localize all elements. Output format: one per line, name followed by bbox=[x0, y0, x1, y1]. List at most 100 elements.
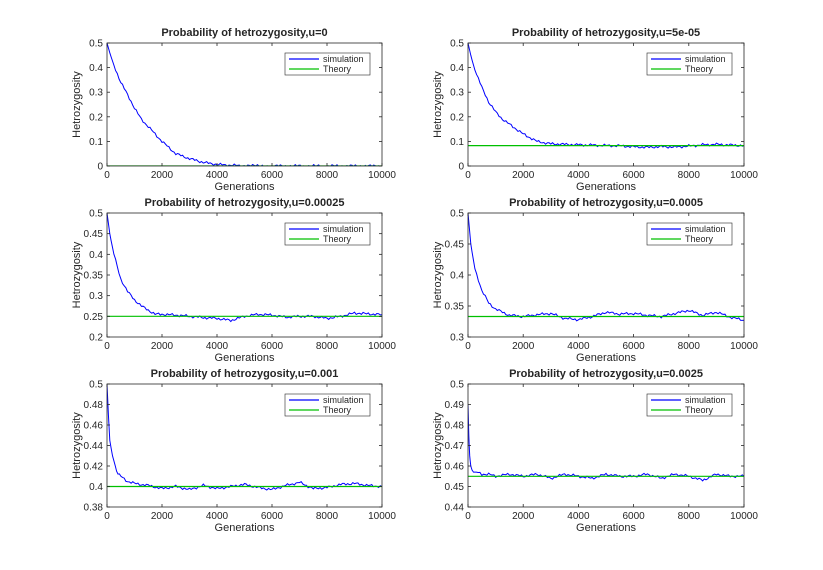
chart-title: Probability of hetrozygosity,u=0 bbox=[161, 27, 327, 39]
x-axis-label: Generations bbox=[576, 181, 636, 193]
series-group bbox=[107, 43, 382, 166]
series-line-simulation bbox=[468, 213, 744, 322]
y-tick-label: 0.49 bbox=[445, 400, 465, 411]
y-tick-label: 0.48 bbox=[445, 421, 465, 432]
x-tick-label: 6000 bbox=[622, 170, 645, 181]
y-tick-label: 0.47 bbox=[445, 441, 465, 452]
y-tick-label: 0.3 bbox=[450, 88, 464, 99]
y-axis-label: Hetrozygosity bbox=[71, 241, 83, 308]
x-tick-label: 6000 bbox=[261, 511, 284, 522]
chart-panel-6: 0 2000 4000 6000 8000 10000 0.44 0.45 0.46 0.47 0.… bbox=[432, 368, 758, 534]
x-axis-label: Generations bbox=[215, 522, 275, 534]
x-axis-label: Generations bbox=[215, 352, 275, 364]
y-tick-label: 0.2 bbox=[89, 112, 103, 123]
y-tick-label: 0.4 bbox=[450, 271, 464, 282]
y-tick-label: 0.1 bbox=[450, 137, 464, 148]
x-tick-label: 10000 bbox=[730, 341, 758, 352]
chart-panel-1: 0 2000 4000 6000 8000 10000 0 0.1 0.2 0.3 0.4 0.5 Pr… bbox=[71, 27, 396, 193]
x-axis-label: Generations bbox=[215, 181, 275, 193]
y-tick-label: 0 bbox=[458, 162, 464, 173]
legend-label: simulation bbox=[323, 395, 364, 405]
series-group bbox=[107, 213, 382, 323]
y-tick-label: 0.2 bbox=[89, 333, 103, 344]
series-line-simulation bbox=[107, 43, 382, 166]
x-tick-label: 2000 bbox=[512, 341, 535, 352]
y-axis-label: Hetrozygosity bbox=[432, 71, 444, 138]
y-tick-label: 0.3 bbox=[89, 88, 103, 99]
x-tick-label: 8000 bbox=[316, 511, 339, 522]
chart-panel-3: 0 2000 4000 6000 8000 10000 0.2 0.25 0.3 0.35 0.4 0… bbox=[71, 197, 396, 364]
x-tick-label: 6000 bbox=[261, 170, 284, 181]
y-axis-label: Hetrozygosity bbox=[71, 71, 83, 138]
y-tick-label: 0.2 bbox=[450, 112, 464, 123]
x-tick-label: 10000 bbox=[368, 511, 396, 522]
x-tick-label: 2000 bbox=[151, 341, 174, 352]
x-tick-label: 10000 bbox=[730, 170, 758, 181]
legend-label: Theory bbox=[323, 64, 352, 74]
y-tick-label: 0.4 bbox=[89, 482, 103, 493]
y-tick-label: 0.4 bbox=[89, 63, 103, 74]
x-tick-label: 10000 bbox=[368, 170, 396, 181]
x-tick-label: 8000 bbox=[678, 511, 701, 522]
x-tick-label: 4000 bbox=[567, 170, 590, 181]
x-tick-label: 2000 bbox=[151, 170, 174, 181]
chart-title: Probability of hetrozygosity,u=5e-05 bbox=[512, 27, 700, 39]
x-tick-label: 0 bbox=[465, 170, 471, 181]
x-tick-label: 10000 bbox=[730, 511, 758, 522]
legend-label: Theory bbox=[685, 64, 714, 74]
x-tick-label: 0 bbox=[104, 170, 110, 181]
x-axis-label: Generations bbox=[576, 352, 636, 364]
x-tick-label: 0 bbox=[104, 511, 110, 522]
x-tick-label: 2000 bbox=[512, 511, 535, 522]
chart-title: Probability of hetrozygosity,u=0.001 bbox=[151, 368, 339, 380]
y-tick-label: 0.3 bbox=[89, 291, 103, 302]
x-tick-label: 8000 bbox=[316, 170, 339, 181]
x-tick-label: 2000 bbox=[512, 170, 535, 181]
y-tick-label: 0.42 bbox=[84, 462, 104, 473]
y-tick-label: 0.25 bbox=[84, 312, 104, 323]
x-tick-label: 4000 bbox=[206, 341, 229, 352]
legend-label: simulation bbox=[323, 54, 364, 64]
legend-label: simulation bbox=[685, 395, 726, 405]
y-tick-label: 0.5 bbox=[89, 209, 103, 220]
legend-label: Theory bbox=[323, 405, 352, 415]
y-axis-label: Hetrozygosity bbox=[71, 412, 83, 479]
y-tick-label: 0.5 bbox=[450, 380, 464, 391]
series-group bbox=[107, 384, 382, 491]
y-tick-label: 0.44 bbox=[445, 503, 465, 514]
y-tick-label: 0.1 bbox=[89, 137, 103, 148]
x-tick-label: 10000 bbox=[368, 341, 396, 352]
y-tick-label: 0.48 bbox=[84, 400, 104, 411]
x-axis-label: Generations bbox=[576, 522, 636, 534]
axes-box bbox=[467, 42, 745, 167]
y-tick-label: 0.45 bbox=[445, 482, 465, 493]
chart-title: Probability of hetrozygosity,u=0.0005 bbox=[509, 197, 703, 209]
x-tick-label: 6000 bbox=[622, 341, 645, 352]
legend-label: Theory bbox=[323, 234, 352, 244]
y-tick-label: 0.5 bbox=[89, 39, 103, 50]
x-tick-label: 4000 bbox=[206, 170, 229, 181]
y-tick-label: 0.35 bbox=[84, 271, 104, 282]
y-tick-label: 0.4 bbox=[89, 250, 103, 261]
x-tick-label: 4000 bbox=[567, 341, 590, 352]
x-tick-label: 8000 bbox=[316, 341, 339, 352]
x-tick-label: 6000 bbox=[261, 341, 284, 352]
y-tick-label: 0.45 bbox=[84, 229, 104, 240]
x-tick-label: 0 bbox=[465, 511, 471, 522]
y-tick-label: 0.46 bbox=[445, 462, 465, 473]
chart-panel-4: 0 2000 4000 6000 8000 10000 0.3 0.35 0.4 0.45 0.5 P… bbox=[432, 197, 758, 364]
y-tick-label: 0.3 bbox=[450, 333, 464, 344]
chart-panel-5: 0 2000 4000 6000 8000 10000 0.38 0.4 0.42 0.44 0.4… bbox=[71, 368, 396, 534]
x-tick-label: 8000 bbox=[678, 170, 701, 181]
x-tick-label: 4000 bbox=[206, 511, 229, 522]
x-tick-label: 2000 bbox=[151, 511, 174, 522]
y-tick-label: 0 bbox=[97, 162, 103, 173]
chart-title: Probability of hetrozygosity,u=0.0025 bbox=[509, 368, 703, 380]
legend-label: simulation bbox=[323, 224, 364, 234]
